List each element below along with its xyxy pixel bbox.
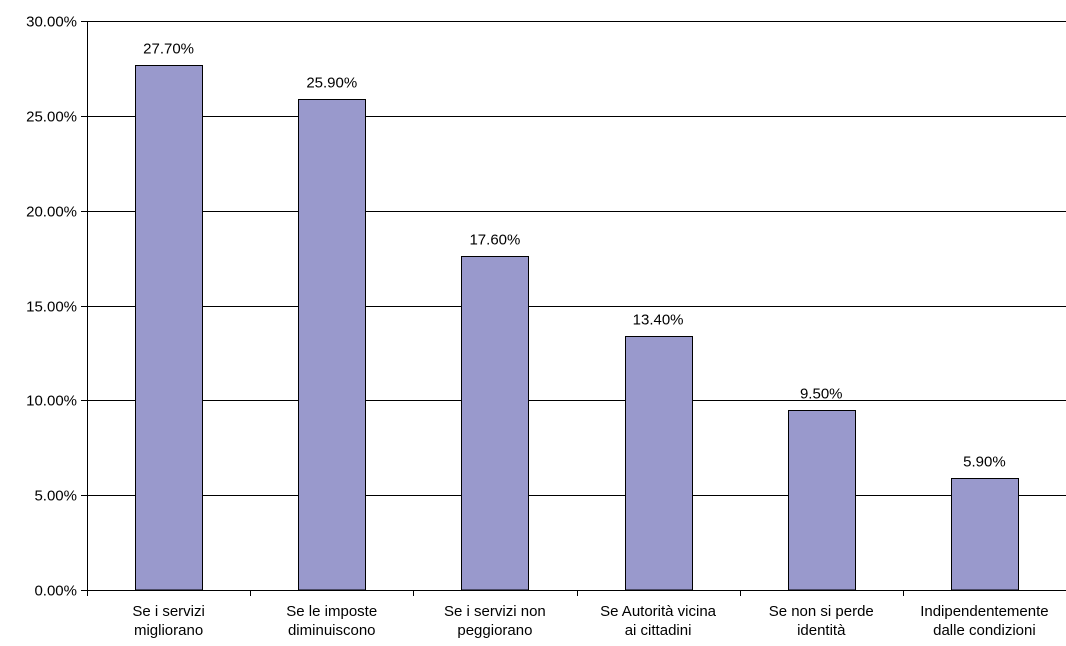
x-tick-label-line: Se Autorità vicina	[600, 603, 717, 620]
x-tick-label: Se le imposte diminuiscono	[286, 603, 377, 639]
x-tick-label-line: Se i servizi	[132, 603, 205, 620]
x-tick-label: Indipendentemente dalle condizioni	[920, 603, 1048, 639]
data-label: 25.90%	[306, 75, 357, 92]
x-tick-label: Se i servizi non peggiorano	[444, 603, 546, 639]
x-tick-label: Se non si perde identità	[769, 603, 874, 639]
y-tick-label: 5.00%	[34, 488, 77, 505]
bar	[625, 336, 693, 591]
y-tick-label: 0.00%	[34, 583, 77, 600]
x-tick-label-line: Se i servizi non	[444, 603, 546, 620]
data-label: 13.40%	[633, 312, 684, 329]
data-label: 9.50%	[800, 386, 843, 403]
x-tick-label: Se Autorità vicina ai cittadini	[600, 603, 717, 639]
y-tick-label: 25.00%	[26, 109, 77, 126]
data-label: 27.70%	[143, 41, 194, 58]
bar	[461, 256, 529, 591]
x-tick-label-line: Se le imposte	[286, 603, 377, 620]
x-tick-label-line: identità	[797, 622, 846, 639]
x-tick-label-line: Se non si perde	[769, 603, 874, 620]
y-tick-label: 10.00%	[26, 393, 77, 410]
x-tick-label-line: migliorano	[134, 622, 203, 639]
bars	[135, 65, 1019, 591]
x-tick-label-line: diminuiscono	[288, 622, 376, 639]
x-tick-label-line: peggiorano	[457, 622, 532, 639]
x-tick-label-line: dalle condizioni	[933, 622, 1036, 639]
data-label: 5.90%	[963, 454, 1006, 471]
bar	[298, 99, 366, 591]
x-tick-label-line: ai cittadini	[625, 622, 692, 639]
bar	[951, 478, 1019, 591]
y-tick-label: 30.00%	[26, 14, 77, 31]
x-tick-label-line: Indipendentemente	[920, 603, 1048, 620]
x-tick-label: Se i servizi migliorano	[132, 603, 205, 639]
bar	[788, 410, 856, 591]
y-tick-label: 20.00%	[26, 204, 77, 221]
bar	[135, 65, 203, 591]
y-tick-label: 15.00%	[26, 299, 77, 316]
labels: 0.00% 5.00% 10.00% 15.00% 20.00% 25.00% 30.00%…	[26, 14, 1049, 640]
axes	[81, 21, 1066, 596]
data-label: 17.60%	[469, 232, 520, 249]
gridlines	[87, 21, 1066, 496]
